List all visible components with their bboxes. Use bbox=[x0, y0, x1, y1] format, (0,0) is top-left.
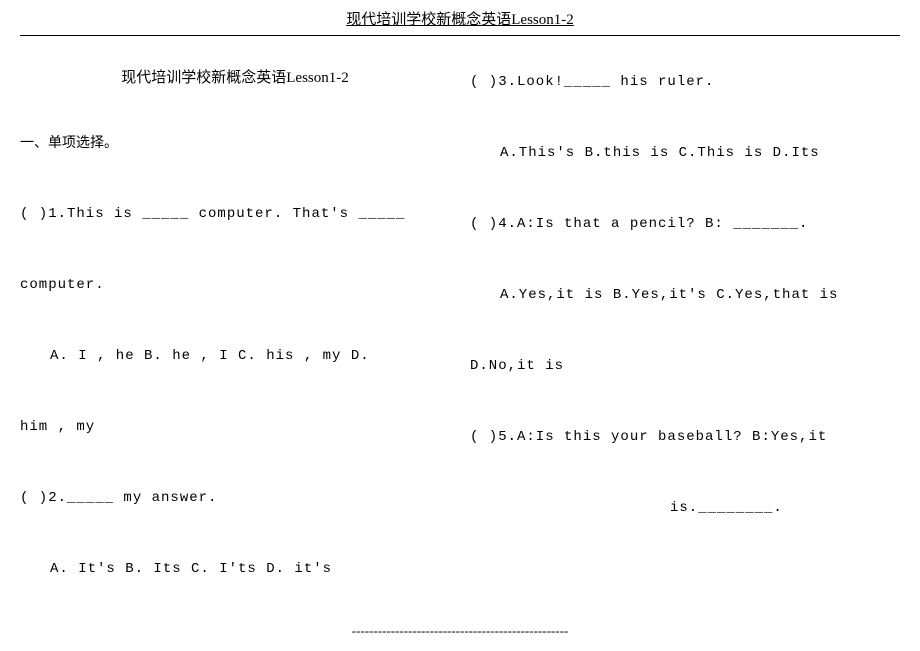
section-heading: 一、单项选择。 bbox=[20, 133, 450, 154]
footer-separator: ----------------------------------------… bbox=[0, 623, 920, 639]
q5-stem-line2: is.________. bbox=[470, 498, 890, 519]
q1-options-line2: him , my bbox=[20, 417, 450, 438]
page-content: 现代培训学校新概念英语Lesson1-2 一、单项选择。 ( )1.This i… bbox=[0, 36, 920, 580]
q3-stem: ( )3.Look!_____ his ruler. bbox=[470, 72, 890, 93]
running-header: 现代培训学校新概念英语Lesson1-2 bbox=[0, 0, 920, 33]
doc-subtitle: 现代培训学校新概念英语Lesson1-2 bbox=[20, 66, 450, 87]
q4-stem: ( )4.A:Is that a pencil? B: _______. bbox=[470, 214, 890, 235]
q5-stem-line1: ( )5.A:Is this your baseball? B:Yes,it bbox=[470, 427, 890, 448]
q2-stem: ( )2._____ my answer. bbox=[20, 488, 450, 509]
q2-options: A. It's B. Its C. I'ts D. it's bbox=[20, 559, 450, 580]
q3-options: A.This's B.this is C.This is D.Its bbox=[470, 143, 890, 164]
q4-options-line1: A.Yes,it is B.Yes,it's C.Yes,that is bbox=[470, 285, 890, 306]
q1-options-line1: A. I , he B. he , I C. his , my D. bbox=[20, 346, 450, 367]
q4-options-line2: D.No,it is bbox=[470, 356, 890, 377]
left-column: 现代培训学校新概念英语Lesson1-2 一、单项选择。 ( )1.This i… bbox=[20, 66, 460, 580]
q1-stem-line2: computer. bbox=[20, 275, 450, 296]
q1-stem-line1: ( )1.This is _____ computer. That's ____… bbox=[20, 204, 450, 225]
right-column: ( )3.Look!_____ his ruler. A.This's B.th… bbox=[460, 66, 900, 580]
